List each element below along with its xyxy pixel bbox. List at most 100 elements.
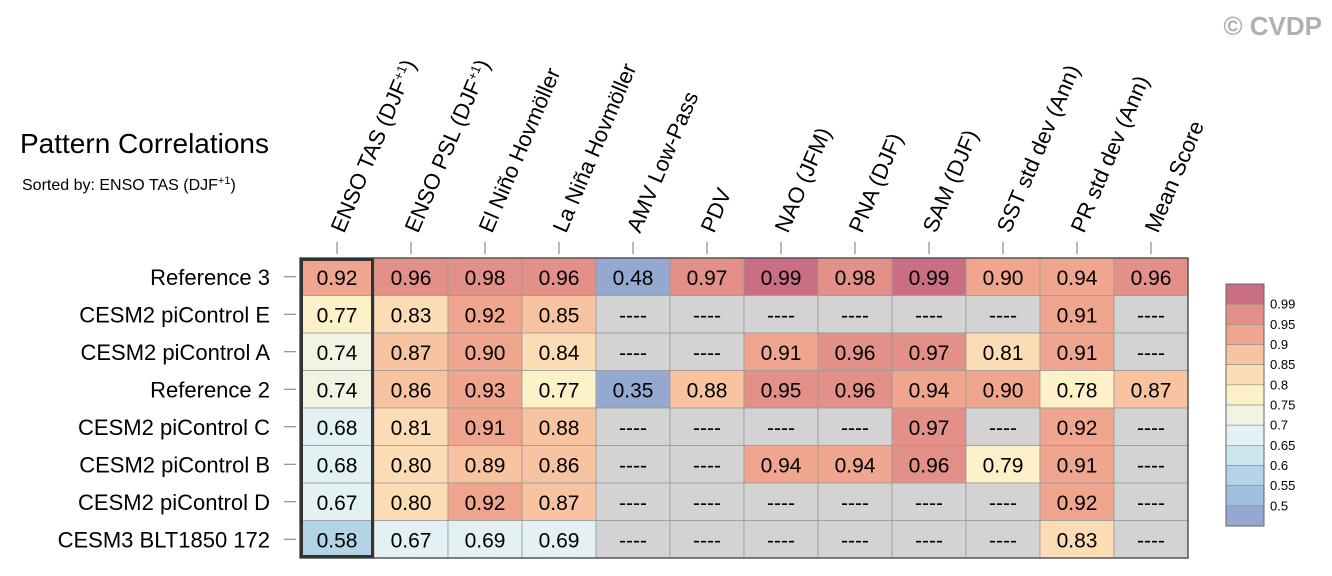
heatmap-grid: 0.92 0.96 0.98 0.96 0.48 0.97 0.99 0.98 0.99 0.90… — [299, 257, 1189, 559]
heatmap-cell — [595, 332, 671, 371]
heatmap-cell — [521, 445, 597, 484]
colorbar-swatch — [1225, 445, 1265, 466]
cell-value: 0.96 — [539, 267, 580, 290]
heatmap-cell — [965, 295, 1041, 334]
cell-value: ---- — [619, 304, 647, 327]
column-label: El Niño Hovmöller — [474, 64, 566, 236]
row-label: CESM2 piControl D — [78, 490, 270, 515]
cell-value: ---- — [1137, 417, 1165, 440]
row-label: Reference 2 — [150, 377, 270, 402]
cell-value: ---- — [693, 492, 721, 515]
heatmap-cell — [447, 482, 523, 521]
column-label: PNA (DJF) — [844, 129, 908, 236]
row-label: CESM2 piControl C — [78, 415, 270, 440]
cell-value: ---- — [767, 417, 795, 440]
heatmap-cell — [595, 295, 671, 334]
cell-value: 0.89 — [465, 454, 506, 477]
heatmap-cell — [521, 257, 597, 296]
heatmap-cell — [595, 520, 671, 559]
heatmap-cell — [669, 482, 745, 521]
colorbar-tick-label: 0.8 — [1270, 377, 1288, 392]
cell-value: ---- — [989, 529, 1017, 552]
colorbar-tick-label: 0.75 — [1270, 398, 1295, 413]
row-label: CESM2 piControl A — [80, 340, 270, 365]
row-label: Reference 3 — [150, 265, 270, 290]
cell-value: ---- — [841, 492, 869, 515]
cell-value: 0.87 — [1131, 379, 1172, 402]
heatmap-cell — [743, 370, 819, 409]
cell-value: 0.98 — [465, 267, 506, 290]
heatmap-cell — [595, 482, 671, 521]
heatmap-cell — [447, 520, 523, 559]
colorbar-tick-label: 0.7 — [1270, 418, 1288, 433]
heatmap-cell — [521, 482, 597, 521]
colorbar-swatch — [1225, 404, 1265, 426]
cell-value: 0.78 — [1057, 379, 1098, 402]
cell-value: 0.68 — [317, 417, 358, 440]
cell-value: 0.86 — [391, 379, 432, 402]
heatmap-cell — [1113, 520, 1189, 559]
chart-subtitle: Sorted by: ENSO TAS (DJF+1) — [22, 175, 236, 194]
cell-value: ---- — [693, 342, 721, 365]
cell-value: ---- — [1137, 492, 1165, 515]
heatmap-cell — [743, 332, 819, 371]
cell-value: ---- — [619, 454, 647, 477]
cell-value: ---- — [989, 304, 1017, 327]
heatmap-cell — [521, 520, 597, 559]
cell-value: ---- — [767, 492, 795, 515]
cell-value: 0.58 — [317, 529, 358, 552]
heatmap-cell — [1039, 370, 1115, 409]
heatmap-cell — [299, 370, 375, 409]
colorbar-swatch — [1225, 364, 1265, 386]
cell-value: 0.69 — [465, 529, 506, 552]
cell-value: 0.74 — [317, 342, 358, 365]
cell-value: 0.83 — [1057, 529, 1098, 552]
heatmap-cell — [299, 445, 375, 484]
cell-value: 0.94 — [835, 454, 876, 477]
cell-value: 0.81 — [983, 342, 1024, 365]
heatmap-cell — [891, 482, 967, 521]
heatmap-cell — [817, 445, 893, 484]
heatmap-cell — [1039, 407, 1115, 446]
cell-value: 0.91 — [1057, 304, 1098, 327]
cell-value: 0.96 — [835, 342, 876, 365]
cell-value: 0.92 — [465, 304, 506, 327]
colorbar-swatch — [1225, 283, 1265, 305]
cell-value: ---- — [1137, 304, 1165, 327]
cell-value: 0.91 — [761, 342, 802, 365]
heatmap-cell — [299, 482, 375, 521]
colorbar: 0.99 0.95 0.9 0.85 0.8 0.75 0.7 0.65 0.6 0.55 0.5 — [1225, 283, 1295, 527]
heatmap-cell — [891, 370, 967, 409]
heatmap-cell — [1039, 295, 1115, 334]
chart-title: Pattern Correlations — [20, 128, 269, 159]
colorbar-swatch — [1225, 465, 1265, 486]
heatmap-cell — [521, 370, 597, 409]
heatmap-cell — [1039, 520, 1115, 559]
heatmap-cell — [669, 295, 745, 334]
cell-value: 0.94 — [761, 454, 802, 477]
cell-value: 0.87 — [539, 492, 580, 515]
cell-value: ---- — [841, 417, 869, 440]
cell-value: ---- — [693, 417, 721, 440]
cell-value: 0.97 — [909, 342, 950, 365]
colorbar-swatch — [1225, 505, 1265, 527]
heatmap-cell — [743, 407, 819, 446]
cell-value: 0.81 — [391, 417, 432, 440]
cell-value: ---- — [619, 417, 647, 440]
heatmap-cell — [373, 295, 449, 334]
cell-value: 0.48 — [613, 267, 654, 290]
cell-value: ---- — [767, 304, 795, 327]
cell-value: ---- — [841, 304, 869, 327]
heatmap-cell — [373, 407, 449, 446]
cell-value: 0.84 — [539, 342, 580, 365]
cell-value: 0.96 — [1131, 267, 1172, 290]
colorbar-tick-label: 0.95 — [1270, 317, 1295, 332]
cell-value: 0.77 — [317, 304, 358, 327]
cell-value: 0.90 — [983, 267, 1024, 290]
cell-value: 0.97 — [909, 417, 950, 440]
heatmap-cell — [965, 520, 1041, 559]
column-label: PDV — [696, 184, 737, 236]
cell-value: 0.92 — [1057, 492, 1098, 515]
heatmap-cell — [669, 407, 745, 446]
heatmap-cell — [965, 445, 1041, 484]
